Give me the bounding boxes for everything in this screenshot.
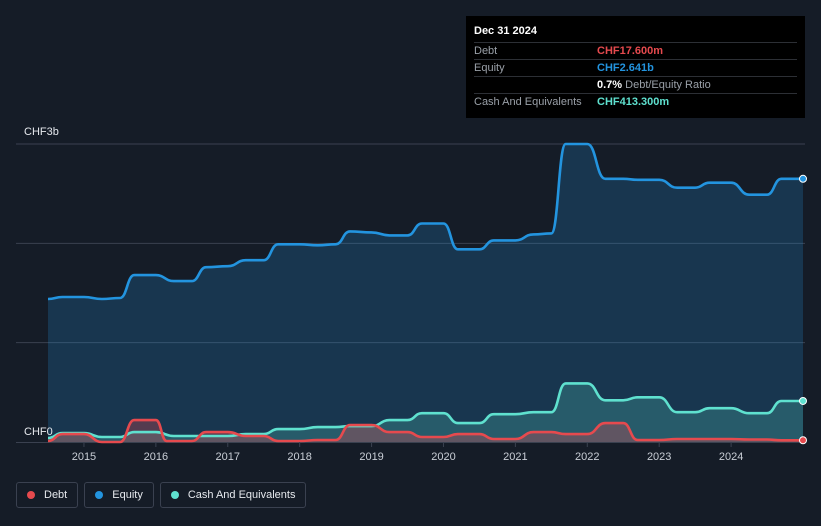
legend-debt-label: Debt	[44, 489, 68, 501]
legend-item-cash[interactable]: Cash And Equivalents	[159, 482, 307, 508]
legend-item-debt[interactable]: Debt	[16, 482, 79, 508]
tooltip-equity-value: CHF2.641b	[597, 62, 654, 74]
legend-cash-label: Cash And Equivalents	[187, 489, 296, 501]
equity-end-marker	[799, 174, 807, 183]
legend-item-equity[interactable]: Equity	[84, 482, 154, 508]
series-lines	[47, 142, 803, 444]
x-tick-label-2024: 2024	[719, 451, 743, 463]
debt-line	[47, 418, 803, 444]
x-tick-label-2015: 2015	[72, 451, 96, 463]
end-markers	[799, 174, 807, 445]
tooltip-equity-row: Equity CHF2.641b	[474, 59, 797, 76]
grid-lines	[16, 143, 805, 443]
cash-and-equivalents-area	[48, 383, 803, 442]
equity-line	[47, 142, 803, 301]
cash-and-equivalents-line	[47, 382, 803, 440]
x-tick-label-2016: 2016	[144, 451, 168, 463]
x-tick-label-2022: 2022	[575, 451, 599, 463]
tooltip-ratio-spacer	[474, 77, 597, 93]
legend-debt-dot-icon	[27, 491, 35, 499]
tooltip-cash-label: Cash And Equivalents	[474, 96, 582, 108]
x-tick-label-2017: 2017	[216, 451, 240, 463]
chart-legend: Debt Equity Cash And Equivalents	[16, 482, 307, 508]
tooltip-debt-value: CHF17.600m	[597, 45, 664, 57]
debt-area	[48, 420, 803, 442]
y-axis-top-label: CHF3b	[24, 126, 59, 138]
tooltip-date: Dec 31 2024	[474, 25, 537, 37]
equity-area	[48, 144, 803, 442]
series-areas	[48, 144, 803, 442]
x-tick-label-2020: 2020	[431, 451, 455, 463]
y-axis-bottom-label: CHF0	[24, 426, 53, 438]
x-tick-label-2018: 2018	[287, 451, 311, 463]
x-tick-label-2021: 2021	[503, 451, 527, 463]
legend-cash-dot-icon	[170, 491, 179, 499]
tooltip-panel: Dec 31 2024 Debt CHF17.600m Equity CHF2.…	[466, 16, 805, 118]
tooltip-equity-label: Equity	[474, 62, 505, 74]
tooltip-debt-row: Debt CHF17.600m	[474, 42, 797, 59]
x-axis-ticks: 2015 2016 2017 2018 2019 2020 2021 2022 2023 2024	[72, 442, 743, 463]
x-tick-label-2019: 2019	[359, 451, 383, 463]
tooltip-ratio-percent: 0.7%	[597, 79, 623, 91]
legend-equity-label: Equity	[112, 489, 143, 501]
tooltip-cash-value: CHF413.300m	[597, 96, 670, 108]
x-tick-label-2023: 2023	[647, 451, 671, 463]
tooltip-debt-label: Debt	[474, 45, 498, 57]
tooltip-ratio-row: 0.7% Debt/Equity Ratio	[474, 76, 797, 93]
cash-and-equivalents-end-marker	[799, 396, 807, 405]
tooltip-ratio-text: Debt/Equity Ratio	[625, 79, 711, 91]
tooltip-ratio: 0.7% Debt/Equity Ratio	[597, 77, 711, 93]
legend-equity-dot-icon	[95, 491, 104, 499]
tooltip-cash-row: Cash And Equivalents CHF413.300m	[474, 93, 797, 110]
debt-end-marker	[799, 436, 807, 445]
